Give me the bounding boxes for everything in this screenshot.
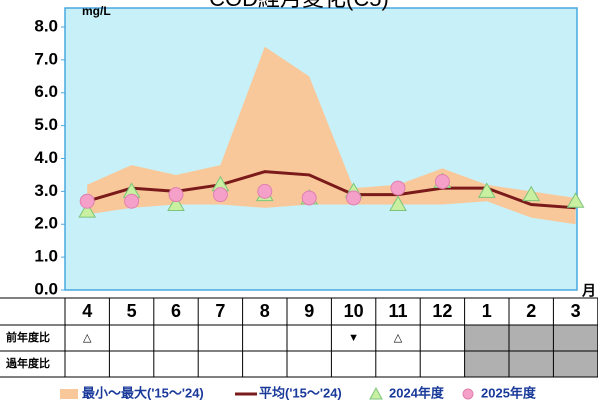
triangle-marker <box>566 192 585 208</box>
y-tick-label: 3.0 <box>34 181 58 200</box>
x-tick-label: 7 <box>215 301 225 321</box>
triangle-marker <box>78 202 97 218</box>
x-tick-label: 12 <box>432 301 452 321</box>
x-tick-label: 8 <box>260 301 270 321</box>
y-tick-label: 2.0 <box>34 214 58 233</box>
legend-label: 平均('15～'24) <box>259 385 342 400</box>
circle-marker <box>257 183 273 199</box>
table-cell: △ <box>83 332 92 344</box>
future-cell <box>553 325 598 351</box>
legend-swatch <box>369 386 383 400</box>
circle-marker <box>346 190 362 206</box>
table-cell: △ <box>394 332 403 344</box>
future-cell <box>509 351 554 377</box>
y-unit: mg/L <box>82 4 111 18</box>
x-tick-label: 1 <box>482 301 492 321</box>
y-tick-label: 0.0 <box>34 279 58 298</box>
row-label: 過年度比 <box>5 356 50 370</box>
range-band <box>87 46 576 225</box>
y-tick-label: 8.0 <box>34 16 58 35</box>
legend-label: 2025年度 <box>481 385 537 400</box>
circle-marker <box>79 193 95 209</box>
row-label: 前年度比 <box>6 330 50 344</box>
future-cell <box>553 351 598 377</box>
triangle-marker <box>167 195 185 212</box>
y-tick-label: 4.0 <box>34 148 58 167</box>
x-tick-label: 5 <box>127 301 137 321</box>
x-tick-label: 9 <box>304 301 314 321</box>
circle-marker <box>212 187 228 203</box>
future-cell <box>464 325 509 351</box>
y-tick-label: 7.0 <box>34 49 58 68</box>
mean-line <box>86 170 576 210</box>
chart-title: COD経月変化(C5) <box>209 0 389 11</box>
legend-label: 2024年度 <box>389 385 445 400</box>
circle-marker <box>124 193 140 209</box>
triangle-marker <box>477 182 496 198</box>
future-cell <box>464 351 509 377</box>
legend-swatch <box>60 389 78 399</box>
table-cell: ▼ <box>348 332 359 344</box>
y-tick-label: 5.0 <box>34 115 58 134</box>
legend-label: 最小～最大('15～'24) <box>82 385 204 400</box>
x-tick-label: 10 <box>344 301 364 321</box>
legend-swatch <box>462 388 474 400</box>
triangle-marker <box>522 185 541 202</box>
y-tick-label: 1.0 <box>34 247 58 266</box>
circle-marker <box>301 190 317 206</box>
future-cell <box>509 325 554 351</box>
x-tick-label: 11 <box>388 301 407 321</box>
x-tick-label: 3 <box>571 301 581 321</box>
y-tick-label: 6.0 <box>34 82 58 101</box>
x-tick-label: 4 <box>82 301 92 321</box>
circle-marker <box>168 187 184 203</box>
x-tick-label: 6 <box>171 301 181 321</box>
x-tick-label: 2 <box>526 301 536 321</box>
circle-marker <box>390 180 406 196</box>
x-unit: 月 <box>581 283 596 299</box>
triangle-marker <box>389 195 407 212</box>
circle-marker <box>434 174 450 190</box>
